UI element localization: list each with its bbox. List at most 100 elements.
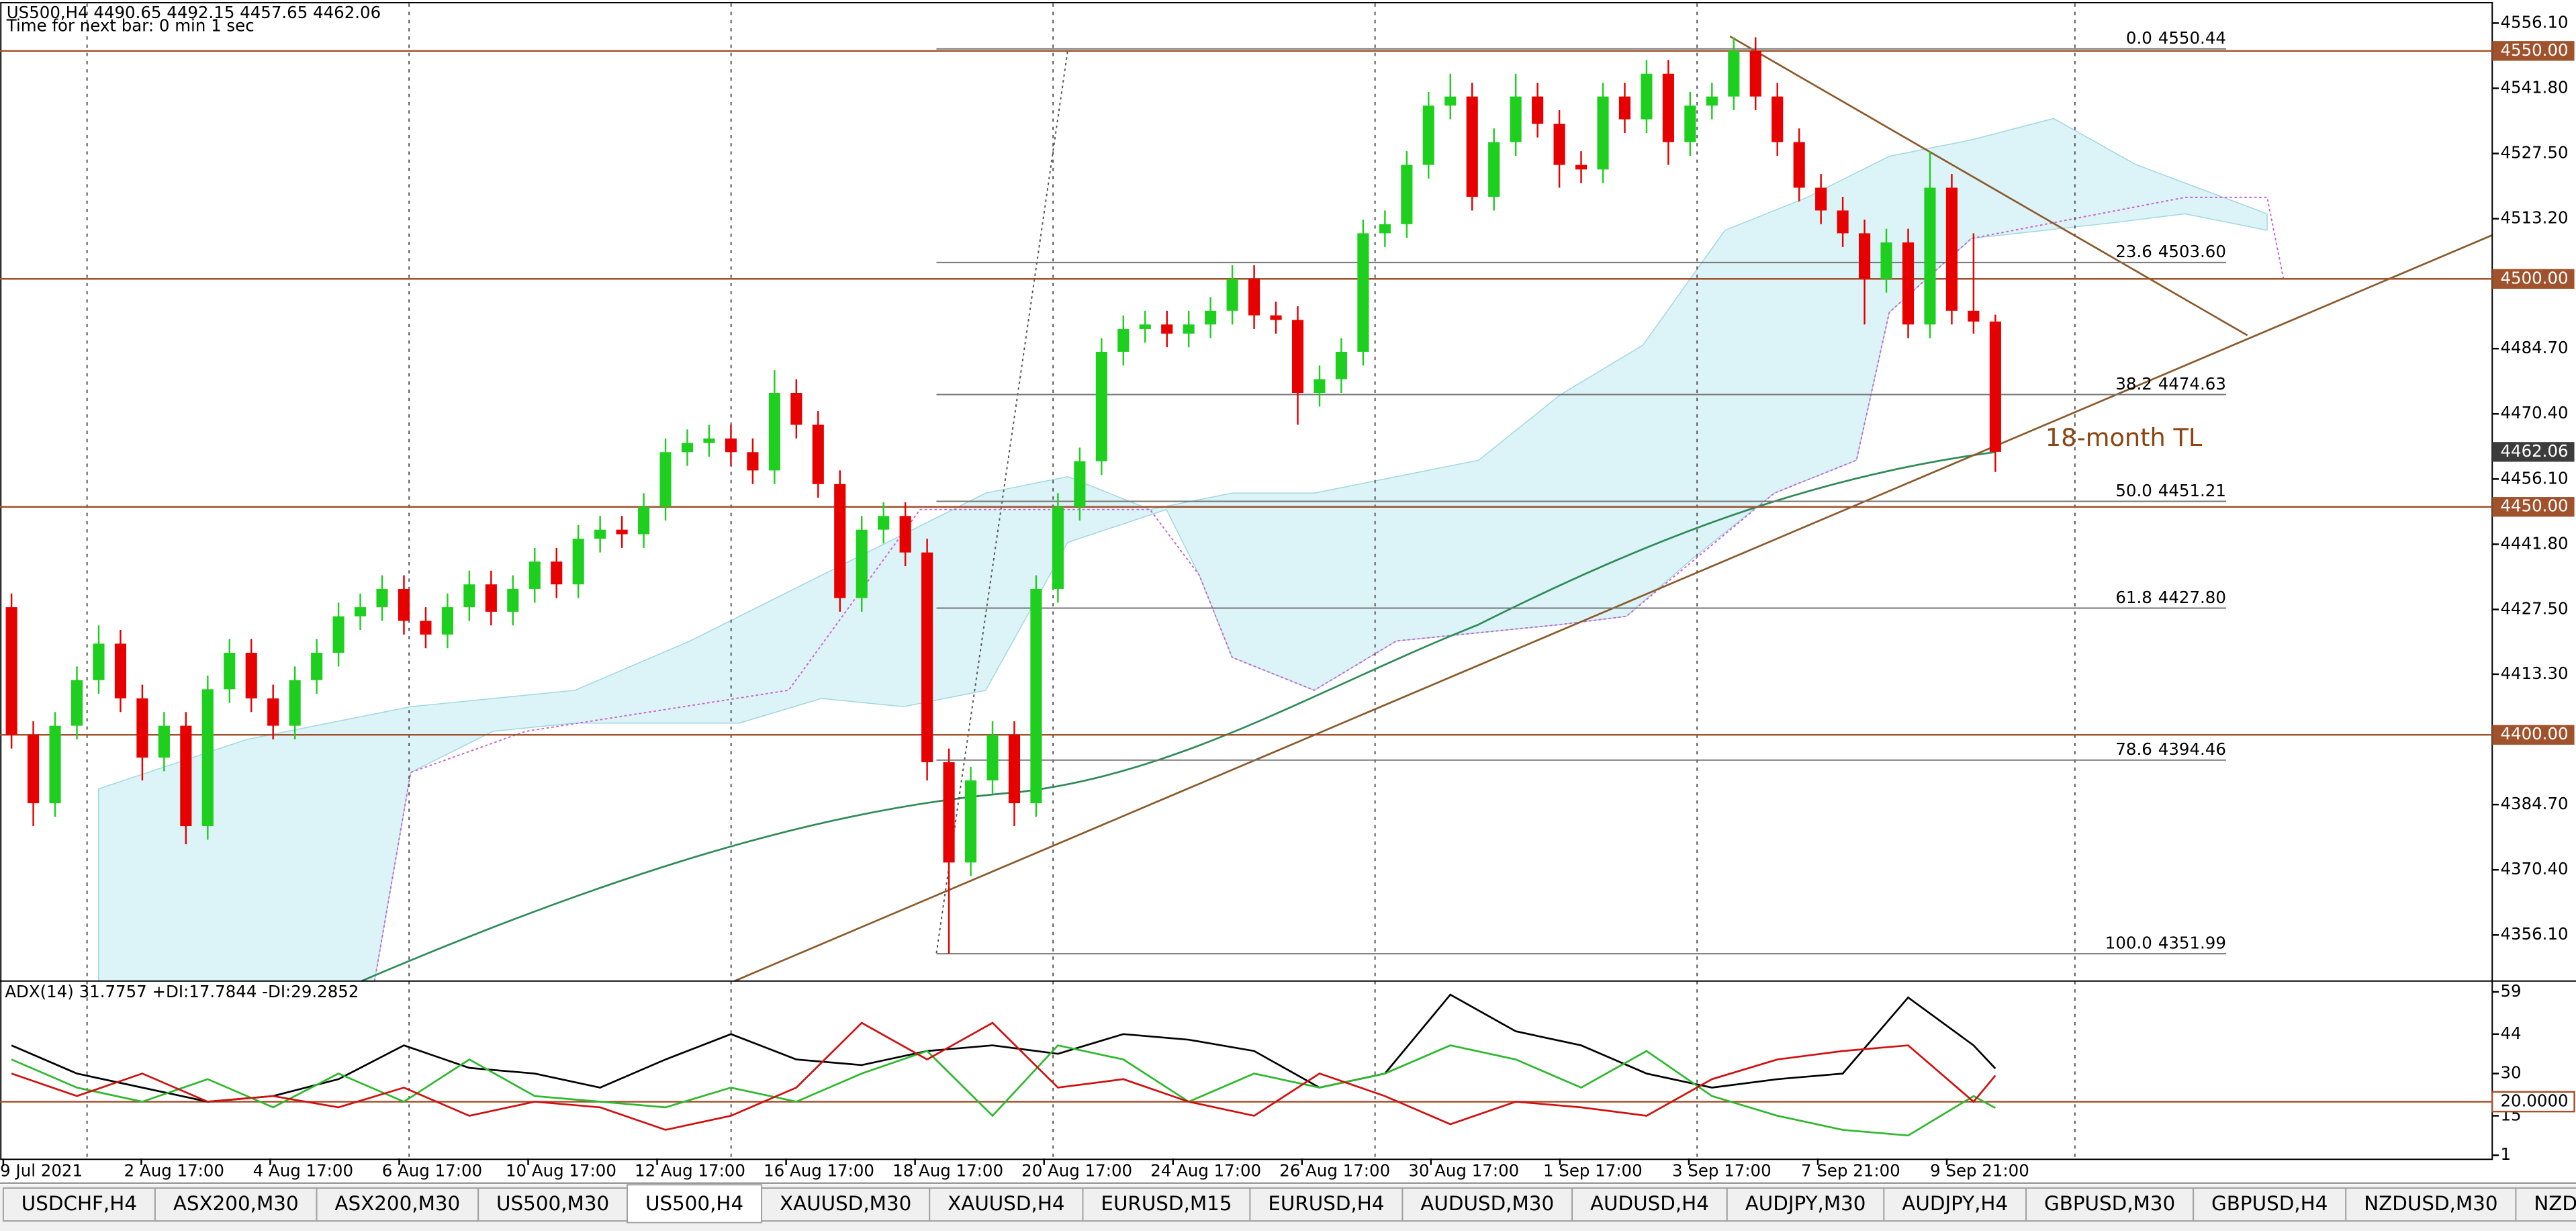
candle-body — [1444, 96, 1457, 106]
candle-body — [1749, 50, 1761, 97]
chart-tab[interactable] — [2025, 1187, 2195, 1222]
candle-body — [899, 516, 911, 553]
candle-body — [834, 484, 846, 598]
candle-body — [1074, 461, 1086, 507]
candle-body — [1793, 142, 1805, 188]
y-tick-label: 4413.30 — [2500, 664, 2568, 683]
chart-tab[interactable] — [1726, 1187, 1885, 1222]
y-tick-label: 4541.80 — [2500, 77, 2568, 97]
adx-tick-label: 1 — [2500, 1144, 2511, 1164]
candle-body — [1837, 210, 1849, 234]
chart-tab[interactable] — [154, 1187, 318, 1222]
y-tick-label: 4441.80 — [2500, 533, 2568, 553]
chart-tab-label[interactable]: EURUSD,H4 — [1268, 1192, 1384, 1215]
fib-ratio: 78.6 — [2115, 739, 2152, 759]
chart-tab-label[interactable]: ASX200,M30 — [173, 1192, 299, 1215]
candle-body — [1422, 105, 1434, 165]
chart-tab[interactable] — [477, 1187, 629, 1222]
level-tag — [2492, 497, 2575, 517]
y-tick-label: 4470.40 — [2500, 403, 2568, 422]
candle-body — [158, 725, 170, 758]
trendline-annotation: 18-month TL — [2045, 423, 2203, 452]
candle-body — [594, 529, 606, 539]
chart-tab-label[interactable]: XAUUSD,H4 — [948, 1192, 1064, 1215]
chart-tab[interactable] — [1082, 1187, 1251, 1222]
candle-body — [1662, 73, 1674, 142]
chart-tab-label[interactable]: US500,M30 — [496, 1192, 609, 1215]
candle-body — [376, 588, 388, 608]
candle-body — [1357, 233, 1369, 352]
y-tick-label: 4484.70 — [2500, 338, 2568, 357]
chart-tab[interactable] — [761, 1187, 931, 1222]
candle-body — [1052, 506, 1064, 589]
level-label: 4400.00 — [2500, 724, 2568, 743]
chart-tab-label[interactable]: NZDUSD,M30 — [2364, 1192, 2497, 1215]
candle-body — [1226, 279, 1238, 311]
chart-tab-label[interactable]: GBPUSD,H4 — [2211, 1192, 2328, 1215]
candle-body — [420, 621, 432, 635]
y-tick-label: 4370.40 — [2500, 859, 2568, 878]
chart-tab-label[interactable]: USDCHF,H4 — [21, 1192, 137, 1215]
candle-body — [1553, 124, 1565, 165]
candle-body — [1248, 279, 1260, 316]
candle-body — [616, 529, 628, 535]
chart-tab-label[interactable]: US500,H4 — [645, 1192, 743, 1215]
candle-body — [1815, 187, 1827, 211]
chart-tab-label[interactable]: AUDJPY,H4 — [1902, 1192, 2008, 1215]
candle-body — [1335, 351, 1347, 379]
candle-body — [1161, 324, 1173, 334]
chart-tab-label[interactable]: ASX200,M30 — [334, 1192, 460, 1215]
fib-price: 4451.21 — [2158, 481, 2226, 500]
candle-body — [878, 516, 890, 530]
fib-price: 4427.80 — [2158, 588, 2226, 607]
chart-tab-label[interactable]: GBPUSD,M30 — [2044, 1192, 2175, 1215]
chart-tab[interactable] — [627, 1184, 763, 1224]
candle-body — [463, 584, 475, 608]
fib-price: 4550.44 — [2158, 28, 2226, 48]
candle-body — [703, 438, 715, 443]
x-tick-label: 18 Aug 17:00 — [892, 1161, 1003, 1181]
chart-tab-label[interactable]: AUDUSD,M30 — [1420, 1192, 1554, 1215]
chart-tab[interactable] — [2, 1187, 156, 1222]
candle-body — [921, 552, 933, 762]
candle-body — [1772, 96, 1784, 142]
candle-body — [1728, 50, 1740, 97]
chart-tab-label[interactable]: NZDUSD,H4 — [2534, 1192, 2576, 1215]
candle-body — [267, 698, 279, 726]
fib-price: 4474.63 — [2158, 374, 2226, 394]
chart-tab[interactable] — [1401, 1187, 1573, 1222]
fib-ratio: 50.0 — [2115, 481, 2152, 500]
candle-body — [1183, 324, 1195, 334]
level-label: 4500.00 — [2500, 268, 2568, 287]
fib-ratio: 38.2 — [2115, 374, 2152, 394]
candle-body — [1291, 320, 1304, 394]
chart-tab[interactable] — [2515, 1187, 2576, 1222]
chart-tab-label[interactable]: EURUSD,M15 — [1101, 1192, 1232, 1215]
candle-body — [1684, 105, 1696, 142]
candle-body — [790, 393, 802, 425]
candle-body — [768, 393, 780, 471]
candle-body — [812, 424, 824, 484]
candle-body — [1401, 165, 1413, 224]
candle-body — [1270, 315, 1282, 320]
chart-tab-label[interactable]: AUDUSD,H4 — [1590, 1192, 1709, 1215]
candle-body — [1379, 224, 1391, 234]
candle-body — [747, 452, 759, 471]
x-tick-label: 2 Aug 17:00 — [124, 1161, 224, 1181]
candle-body — [485, 584, 497, 612]
chart-tab[interactable] — [2193, 1187, 2347, 1222]
adx-line — [11, 1044, 1996, 1137]
candle-body — [1575, 165, 1588, 170]
candle-body — [681, 443, 694, 453]
downtrend-line — [1729, 35, 2248, 336]
y-tick-label: 4456.10 — [2500, 468, 2568, 488]
chart-tab-label[interactable]: XAUUSD,M30 — [780, 1192, 911, 1215]
chart-tab-label[interactable]: AUDJPY,M30 — [1745, 1192, 1866, 1215]
candle-body — [1008, 735, 1021, 804]
x-tick-label: 4 Aug 17:00 — [253, 1161, 353, 1181]
x-tick-label: 20 Aug 17:00 — [1021, 1161, 1132, 1181]
fib-ratio: 61.8 — [2115, 588, 2152, 607]
candle-body — [1945, 187, 1958, 311]
chart-tab[interactable] — [1571, 1187, 1728, 1222]
